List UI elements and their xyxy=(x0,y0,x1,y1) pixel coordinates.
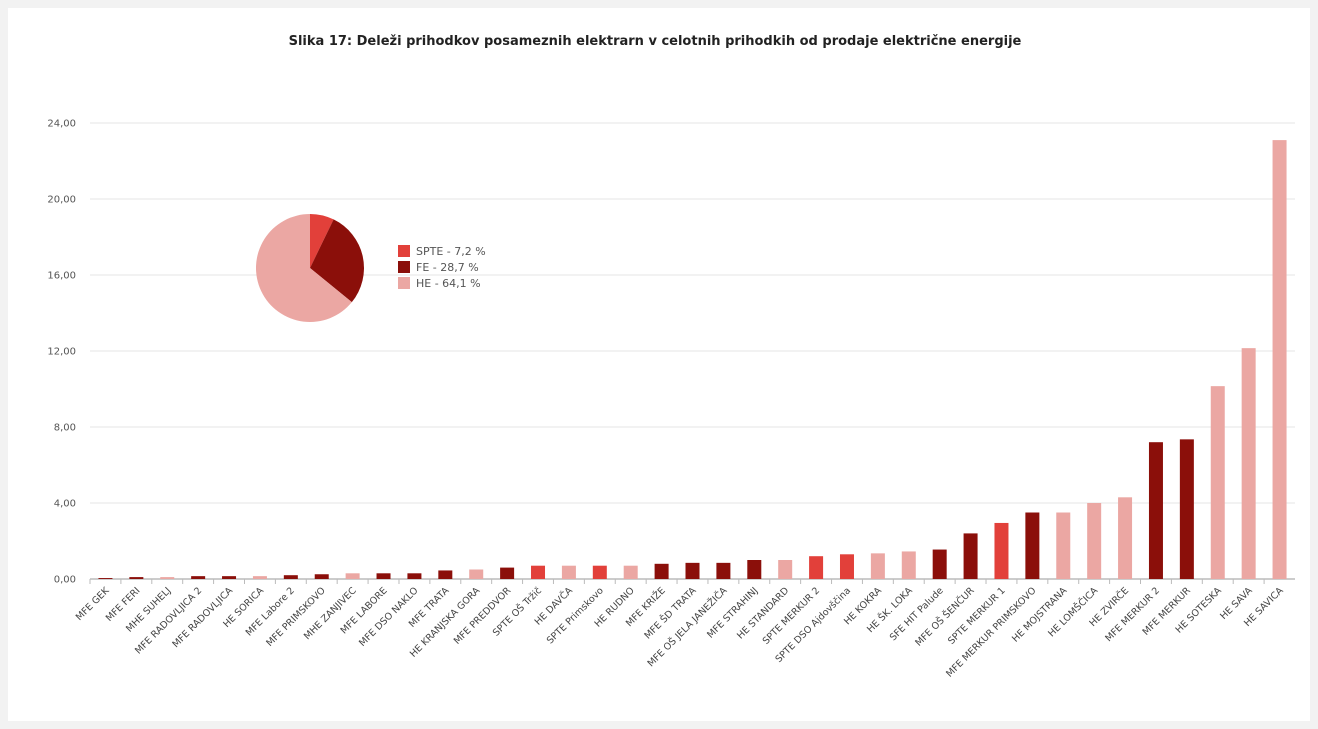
bar xyxy=(778,560,793,579)
bar xyxy=(932,549,947,579)
bar xyxy=(716,562,731,579)
bar xyxy=(407,573,422,579)
bar xyxy=(839,554,854,579)
bar xyxy=(345,573,360,579)
bar xyxy=(561,565,576,579)
y-tick-label: 8,00 xyxy=(54,423,76,434)
legend-swatch xyxy=(398,245,410,257)
bar xyxy=(438,570,453,579)
bar xyxy=(222,576,237,579)
chart-card xyxy=(8,8,1310,721)
legend-swatch xyxy=(398,261,410,273)
x-tick-label: SFE HIT Palude xyxy=(888,585,946,643)
bar xyxy=(994,522,1009,579)
bar xyxy=(870,553,885,579)
bar xyxy=(963,533,978,579)
y-tick-label: 16,00 xyxy=(47,271,76,282)
bar xyxy=(592,565,607,579)
bar xyxy=(1025,512,1040,579)
y-tick-label: 20,00 xyxy=(47,195,76,206)
pie-slice xyxy=(255,214,352,322)
pie-slice xyxy=(310,214,334,268)
bar xyxy=(469,569,484,579)
bar xyxy=(1241,348,1256,579)
legend-label: HE - 64,1 % xyxy=(416,277,481,290)
bar xyxy=(1179,439,1194,579)
bar xyxy=(129,577,144,579)
bar xyxy=(283,575,298,579)
bar xyxy=(500,567,515,579)
pie-slice xyxy=(310,219,364,303)
x-tick-label: MFE ŠD TRATA xyxy=(642,584,699,641)
bar xyxy=(376,573,391,579)
bar xyxy=(901,551,916,579)
bar xyxy=(1210,386,1225,579)
y-tick-label: 12,00 xyxy=(47,347,76,358)
x-tick-label: SPTE MERKUR 1 xyxy=(946,585,1008,647)
x-tick-label: SPTE Primskovo xyxy=(545,585,606,646)
bar xyxy=(1056,512,1071,579)
bar xyxy=(531,565,546,579)
x-tick-label: SPTE MERKUR 2 xyxy=(761,585,823,647)
x-tick-label: HE MOJSTRANA xyxy=(1010,585,1070,645)
y-tick-label: 24,00 xyxy=(47,119,76,130)
y-tick-label: 0,00 xyxy=(54,575,76,586)
bar xyxy=(314,574,329,579)
legend-swatch xyxy=(398,277,410,289)
bar xyxy=(98,578,113,579)
bar xyxy=(654,563,669,579)
bar xyxy=(191,576,206,579)
bar xyxy=(623,565,638,579)
y-tick-label: 4,00 xyxy=(54,499,76,510)
bar xyxy=(1148,442,1163,579)
bar xyxy=(809,556,824,579)
x-tick-label: MFE MERKUR 2 xyxy=(1103,585,1162,644)
bar xyxy=(1272,140,1287,579)
chart-title: Slika 17: Deleži prihodkov posameznih el… xyxy=(288,34,1022,49)
legend-label: FE - 28,7 % xyxy=(416,261,479,274)
bar xyxy=(252,576,267,579)
bar xyxy=(1087,503,1102,579)
bar xyxy=(747,560,762,579)
x-tick-label: MFE PREDDVOR xyxy=(452,585,514,647)
legend-label: SPTE - 7,2 % xyxy=(416,245,486,258)
bar xyxy=(160,577,175,579)
bar xyxy=(685,562,700,579)
bar xyxy=(1118,497,1133,579)
